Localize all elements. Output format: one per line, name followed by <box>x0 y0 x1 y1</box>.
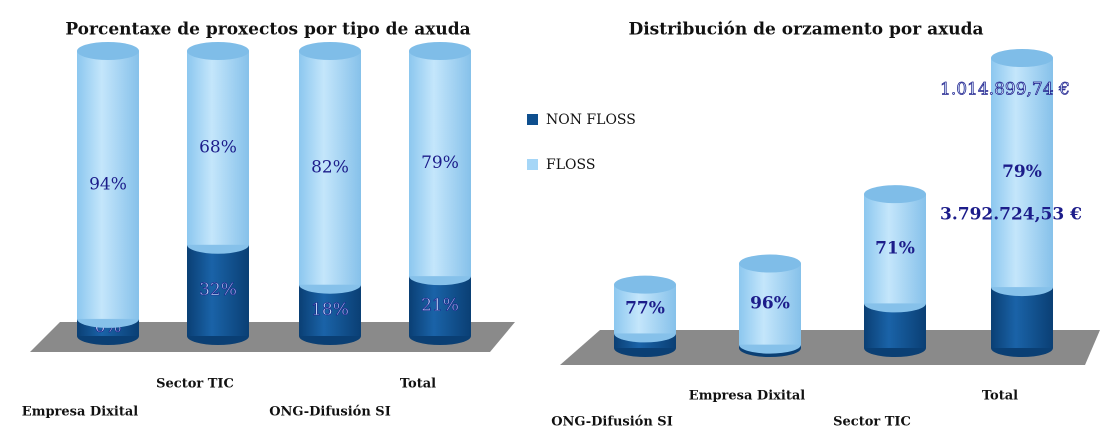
cylinder-top <box>409 42 471 60</box>
bar-segment <box>864 194 926 304</box>
bar-segment <box>187 244 249 336</box>
value-label: 94% <box>89 174 127 194</box>
chart-title: Porcentaxe de proxectos por tipo de axud… <box>65 20 470 40</box>
cylinder-top <box>739 254 801 273</box>
cylinder-top <box>991 49 1053 67</box>
annotation: 3.792.724,53 € <box>940 205 1082 225</box>
value-label: 18% <box>311 300 349 320</box>
bar-segment <box>739 263 801 345</box>
cylinder-top <box>77 42 139 60</box>
bar-segment <box>409 276 471 336</box>
x-tick-label: Sector TIC <box>833 415 911 430</box>
x-tick-label: Empresa Dixital <box>689 389 805 404</box>
value-label: 77% <box>625 299 665 319</box>
value-label: 32% <box>199 280 237 300</box>
x-tick-label: ONG-Difusión SI <box>551 415 673 430</box>
cylinder-top <box>187 42 249 60</box>
floor <box>560 330 1100 365</box>
legend-swatch <box>527 159 538 170</box>
bar-segment <box>299 51 361 285</box>
bar-segment <box>187 51 249 245</box>
x-tick-label: Empresa Dixital <box>22 405 138 420</box>
cylinder-top <box>614 275 676 294</box>
x-tick-label: Sector TIC <box>156 377 234 392</box>
value-label: 68% <box>199 137 237 157</box>
bar-segment <box>991 287 1053 348</box>
bar-segment <box>991 58 1053 288</box>
value-label: 79% <box>421 153 459 173</box>
x-tick-label: ONG-Difusión SI <box>269 405 391 420</box>
x-tick-label: Total <box>982 389 1018 404</box>
value-label: 82% <box>311 157 349 177</box>
value-label: 71% <box>875 238 915 258</box>
floor <box>30 322 515 352</box>
cylinder-top <box>864 185 926 204</box>
x-tick-label: Total <box>400 377 436 392</box>
chart-title: Distribución de orzamento por axuda <box>628 20 983 40</box>
legend-label: FLOSS <box>546 157 595 173</box>
bar-segment <box>77 51 139 319</box>
cylinder-top <box>299 42 361 60</box>
value-label: 96% <box>750 294 790 314</box>
bar-segment <box>409 51 471 277</box>
value-label: 21% <box>421 296 459 316</box>
legend-swatch <box>527 114 538 125</box>
legend-label: NON FLOSS <box>546 112 636 128</box>
value-label: 79% <box>1002 162 1042 182</box>
annotation: 1.014.899,74 € <box>940 80 1070 100</box>
